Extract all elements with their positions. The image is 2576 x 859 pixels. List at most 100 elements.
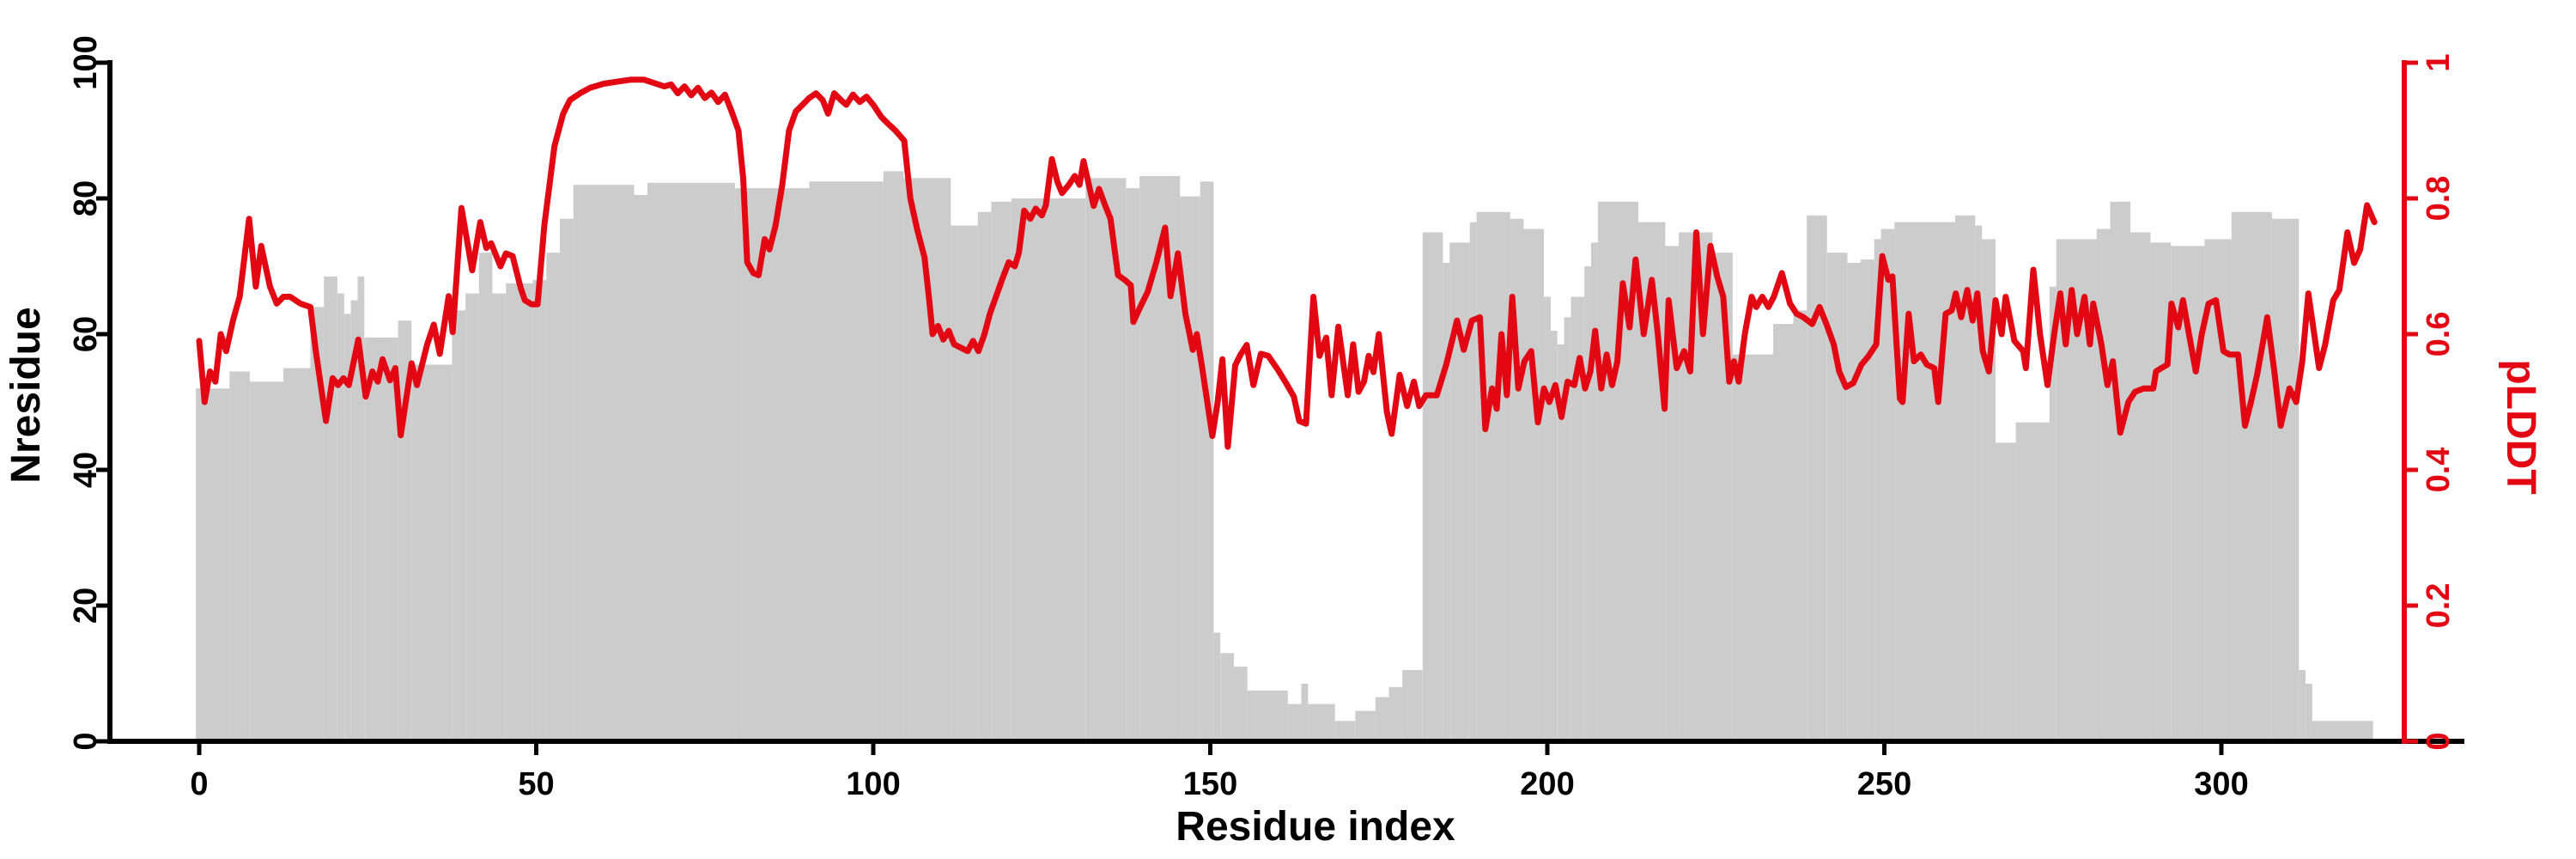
nresidue-bar — [1793, 310, 1807, 741]
y-right-tick-label: 0 — [2421, 732, 2457, 750]
nresidue-bar — [1375, 697, 1389, 741]
nresidue-bar — [1807, 215, 1827, 742]
nresidue-bar — [2096, 228, 2111, 741]
y-right-tick-label: 0.8 — [2421, 176, 2457, 222]
pldddt-line — [196, 76, 2378, 450]
nresidue-bar — [1773, 324, 1794, 741]
nresidue-bar — [1847, 263, 1861, 741]
nresidue-bar — [1557, 344, 1564, 741]
nresidue-bar — [1571, 296, 1585, 741]
nresidue-bar — [465, 293, 479, 742]
nresidue-bar — [1880, 228, 1895, 741]
nresidue-bars — [196, 171, 2373, 742]
nresidue-bar — [1388, 686, 1403, 741]
y-left-tick-label: 40 — [68, 452, 104, 488]
y-right-axis-title: pLDDT — [2498, 359, 2543, 494]
nresidue-bar — [452, 310, 466, 741]
nresidue-bar — [1975, 225, 1983, 742]
nresidue-bar — [337, 293, 344, 742]
nresidue-bar — [229, 371, 250, 741]
nresidue-bar — [2271, 218, 2300, 741]
nresidue-bar — [1234, 667, 1248, 741]
nresidue-bar — [1422, 232, 1443, 741]
nresidue-bar — [2312, 721, 2373, 741]
y-left-axis: 0 20 40 60 80 100 — [68, 35, 112, 751]
y-left-tick-label: 60 — [68, 316, 104, 352]
nresidue-bar — [1213, 632, 1221, 741]
nresidue-bar — [1402, 670, 1423, 741]
nresidue-bar — [283, 368, 311, 741]
nresidue-bar — [1476, 211, 1510, 742]
nresidue-bar — [1564, 317, 1571, 742]
nresidue-bar — [809, 181, 884, 742]
nresidue-bar — [2231, 211, 2272, 742]
nresidue-bar — [2015, 422, 2050, 741]
y-left-tick-label: 80 — [68, 180, 104, 216]
nresidue-bar — [1861, 259, 1874, 742]
nresidue-bar — [1443, 263, 1450, 741]
x-tick-label: 100 — [846, 766, 900, 802]
nresidue-bar — [1732, 354, 1773, 741]
nresidue-bar — [357, 276, 365, 741]
nresidue-bar — [324, 276, 337, 741]
axes: 0 20 40 60 80 100 0 50 100 150 200 250 300 0 0.2 0.4 0.6… — [68, 35, 2464, 802]
nresidue-bar — [1523, 228, 1544, 741]
nresidue-bar — [1247, 690, 1288, 742]
nresidue-bar — [1996, 442, 2016, 741]
nresidue-bar — [1126, 188, 1140, 742]
nresidue-bar — [560, 218, 574, 741]
nresidue-bar — [506, 283, 533, 742]
y-right-tick-label: 0.6 — [2421, 312, 2457, 357]
nresidue-bar — [532, 279, 547, 741]
y-right-tick-label: 1 — [2421, 53, 2457, 71]
nresidue-bar — [1287, 704, 1302, 741]
nresidue-bar — [573, 185, 635, 741]
nresidue-bar — [2306, 683, 2312, 741]
nresidue-bar — [1874, 239, 1881, 741]
nresidue-bar — [364, 337, 398, 741]
nresidue-bar — [1301, 683, 1309, 741]
nresidue-bar — [1469, 222, 1477, 742]
y-left-tick-label: 0 — [68, 732, 104, 750]
nresidue-bar — [1220, 653, 1234, 741]
nresidue-bar — [647, 182, 735, 742]
nresidue-bar — [735, 188, 810, 742]
y-left-tick-label: 20 — [68, 588, 104, 624]
nresidue-bar — [1894, 222, 1955, 742]
nresidue-bar — [1544, 296, 1551, 741]
x-tick-label: 0 — [190, 766, 208, 802]
nresidue-bar — [546, 253, 560, 741]
nresidue-bar — [196, 388, 230, 741]
nresidue-bar — [2049, 286, 2057, 741]
nresidue-bar — [411, 364, 453, 741]
nresidue-bar — [478, 253, 493, 741]
x-tick-label: 250 — [1857, 766, 1911, 802]
nresidue-bar — [343, 314, 351, 741]
nresidue-bar — [977, 211, 992, 742]
nresidue-bar — [1308, 704, 1335, 741]
x-tick-label: 200 — [1520, 766, 1574, 802]
y-left-axis-title: Nresidue — [3, 307, 49, 483]
x-tick-label: 300 — [2194, 766, 2248, 802]
nresidue-bar — [991, 201, 1012, 741]
nresidue-bar — [1355, 710, 1376, 741]
nresidue-bar — [2299, 670, 2306, 741]
y-right-tick-label: 0.2 — [2421, 583, 2457, 629]
pldddt-line-group — [196, 76, 2378, 450]
x-tick-label: 150 — [1183, 766, 1237, 802]
nresidue-bar — [1584, 266, 1591, 741]
nresidue-bar — [1591, 242, 1598, 741]
nresidue-bar — [951, 225, 978, 742]
x-tick-label: 50 — [518, 766, 554, 802]
nresidue-bar — [1011, 198, 1086, 741]
nresidue-bar — [310, 307, 325, 741]
nresidue-bar — [1200, 181, 1214, 742]
nresidue-bar — [1550, 331, 1558, 741]
y-right-tick-label: 0.4 — [2421, 448, 2457, 493]
nresidue-bar — [634, 195, 647, 741]
nresidue-bar — [2130, 232, 2151, 741]
nresidue-bar — [883, 171, 904, 741]
nresidue-bar — [2110, 201, 2131, 741]
